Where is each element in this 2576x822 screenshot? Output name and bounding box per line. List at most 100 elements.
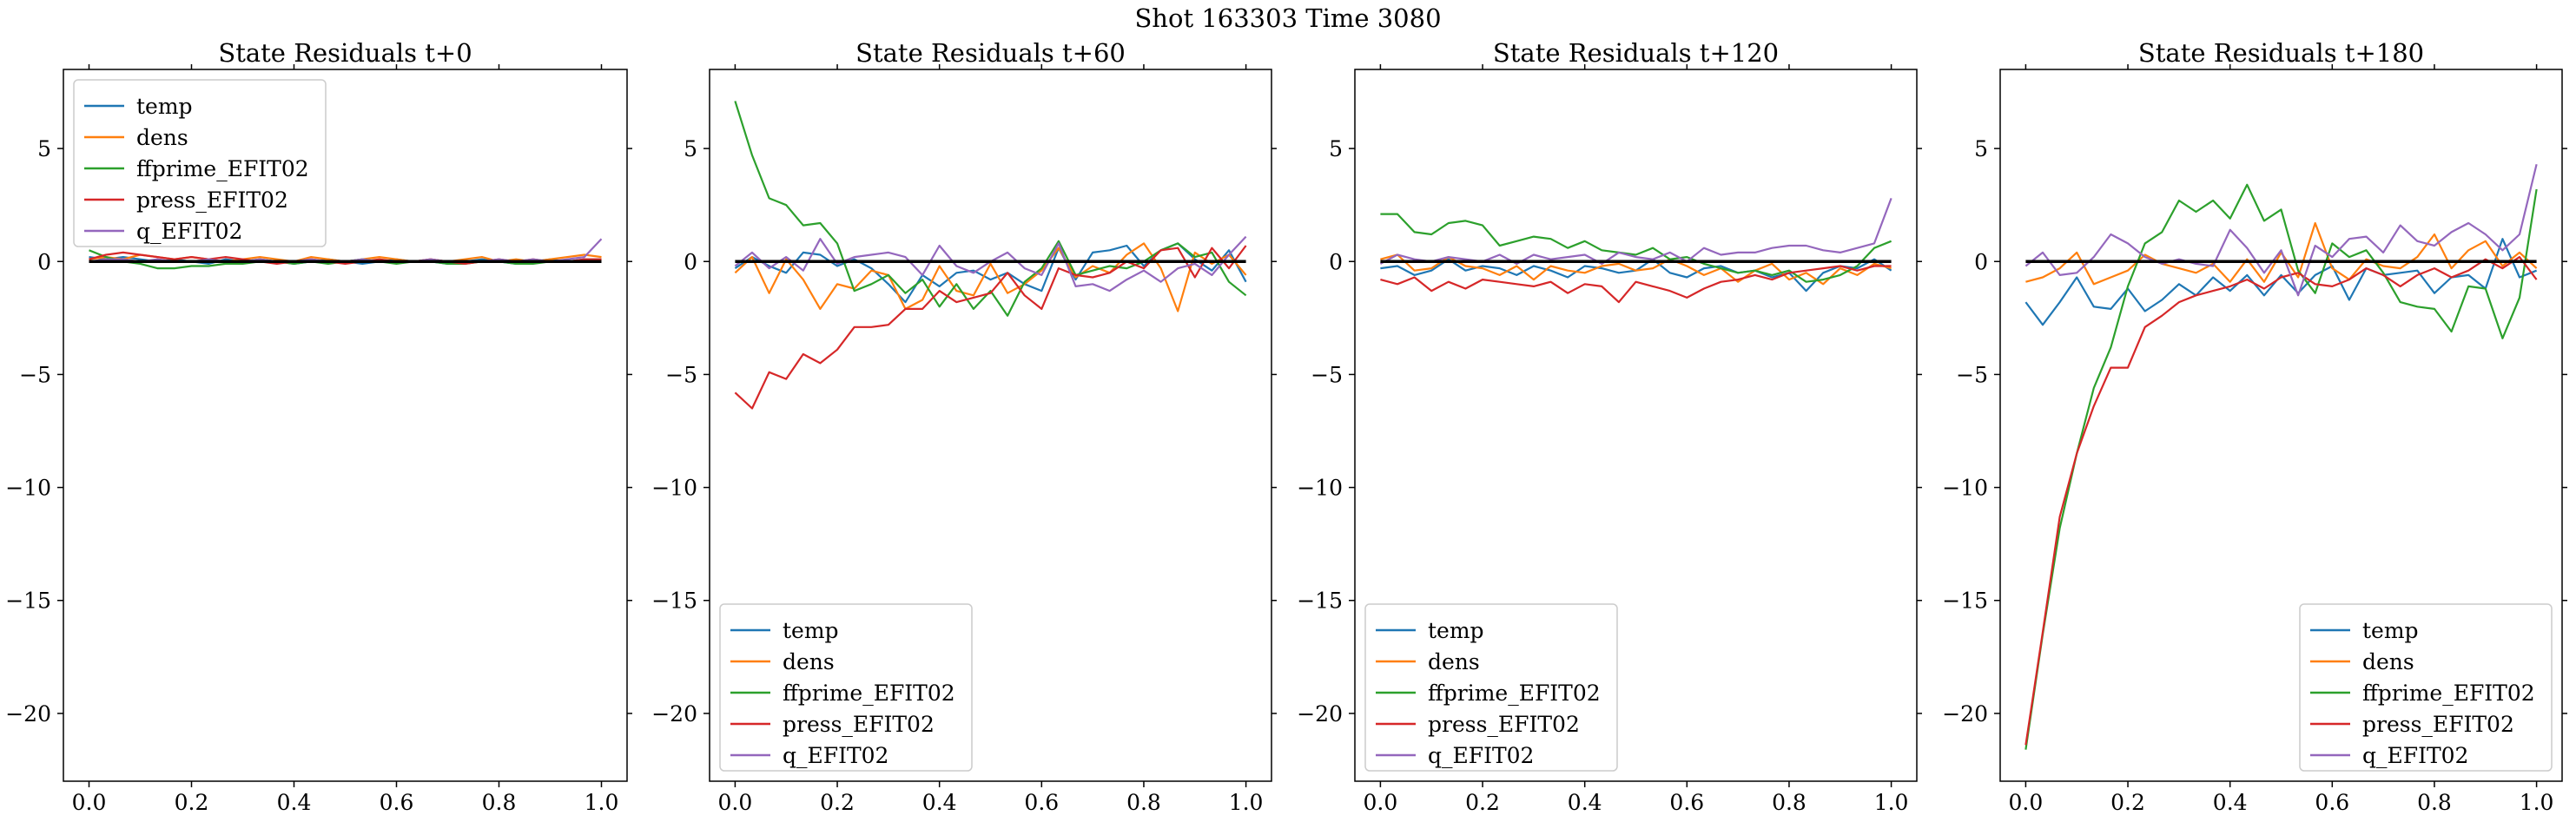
y-tick-label: −15: [5, 589, 51, 614]
subplot-0: State Residuals t+0 0.0 0.2 0.4 0.6 0.8 1.0 5 0 −…: [5, 38, 632, 815]
legend-label: press_EFIT02: [783, 712, 935, 737]
y-tick-label: −20: [651, 701, 697, 727]
legend-label: temp: [1428, 618, 1484, 643]
legend-label: temp: [136, 94, 193, 119]
series-line-q_EFIT02: [2024, 164, 2538, 297]
axes-frame: [1999, 69, 2563, 782]
series-line-q_EFIT02: [1379, 198, 1892, 265]
x-tick-label: 0.8: [1772, 790, 1807, 815]
x-tick-label: 0.4: [277, 790, 312, 815]
series-line-ffprime_EFIT02: [89, 249, 602, 270]
y-tick-label: −5: [1956, 362, 1988, 387]
legend-label: temp: [783, 618, 839, 643]
axes-frame: [709, 69, 1272, 782]
legend-label: q_EFIT02: [136, 219, 242, 244]
x-tick-label: 1.0: [1874, 790, 1909, 815]
x-tick-label: 1.0: [585, 790, 619, 815]
x-tick-label: 0.6: [380, 790, 414, 815]
subplot-title: State Residuals t+60: [855, 38, 1126, 68]
x-tick-label: 0.8: [482, 790, 517, 815]
x-tick-label: 0.6: [1669, 790, 1704, 815]
y-tick-label: 0: [1974, 249, 1988, 274]
series-line-press_EFIT02: [1380, 265, 1892, 304]
x-tick-label: 1.0: [2520, 790, 2554, 815]
x-tick-label: 0.0: [1364, 790, 1398, 815]
y-tick-label: 0: [1329, 249, 1343, 274]
legend-box: [719, 603, 973, 772]
x-tick-label: 0.2: [1465, 790, 1500, 815]
figure-suptitle: Shot 163303 Time 3080: [1134, 3, 1442, 33]
legend: temp dens ffprime_EFIT02 press_EFIT02 q_EFIT…: [73, 79, 327, 247]
y-tick-label: −20: [1297, 701, 1343, 727]
x-tick-label: 0.4: [922, 790, 957, 815]
y-tick-label: 5: [37, 136, 51, 161]
x-tick-label: 0.0: [718, 790, 753, 815]
y-tick-label: −15: [651, 589, 697, 614]
legend-label: ffprime_EFIT02: [1428, 681, 1601, 706]
x-tick-label: 0.2: [2110, 790, 2145, 815]
legend: temp dens ffprime_EFIT02 press_EFIT02 q_EFIT…: [2299, 603, 2553, 772]
legend-label: dens: [2362, 649, 2414, 674]
y-tick-label: −10: [1297, 476, 1343, 501]
series-line-ffprime_EFIT02: [2024, 183, 2538, 750]
legend-label: press_EFIT02: [136, 187, 288, 213]
y-tick-label: −10: [1942, 476, 1988, 501]
x-tick-label: 0.0: [2009, 790, 2044, 815]
x-tick-label: 0.0: [72, 790, 107, 815]
series-line-ffprime_EFIT02: [1380, 213, 1892, 283]
axes-frame: [1354, 69, 1918, 782]
y-tick-label: 5: [1329, 136, 1343, 161]
axes-frame: [63, 69, 628, 782]
y-tick-label: 0: [37, 249, 51, 274]
y-tick-label: 5: [684, 136, 697, 161]
legend-label: temp: [2362, 618, 2419, 643]
series-line-ffprime_EFIT02: [734, 101, 1247, 317]
legend-box: [1364, 603, 1618, 772]
x-tick-label: 0.6: [1024, 790, 1059, 815]
plot-area: [89, 238, 603, 270]
legend-label: dens: [1428, 649, 1480, 674]
x-tick-label: 0.2: [175, 790, 209, 815]
series-line-dens: [734, 242, 1247, 312]
x-tick-label: 1.0: [1229, 790, 1264, 815]
x-tick-label: 0.8: [2417, 790, 2452, 815]
series-line-press_EFIT02: [734, 245, 1247, 410]
y-tick-label: −5: [665, 362, 697, 387]
plot-area: [734, 101, 1247, 410]
legend-label: q_EFIT02: [1428, 743, 1534, 768]
legend-label: press_EFIT02: [2362, 712, 2514, 737]
legend-label: press_EFIT02: [1428, 712, 1580, 737]
legend: temp dens ffprime_EFIT02 press_EFIT02 q_EFIT…: [1364, 603, 1618, 772]
x-tick-label: 0.4: [2213, 790, 2248, 815]
series-line-press_EFIT02: [2024, 256, 2538, 746]
legend-label: dens: [136, 125, 188, 150]
legend: temp dens ffprime_EFIT02 press_EFIT02 q_EFIT…: [719, 603, 973, 772]
y-tick-label: −10: [651, 476, 697, 501]
legend-label: q_EFIT02: [783, 743, 888, 768]
x-tick-label: 0.2: [820, 790, 855, 815]
y-tick-label: 0: [684, 249, 697, 274]
x-tick-label: 0.8: [1126, 790, 1161, 815]
legend-label: ffprime_EFIT02: [783, 681, 955, 706]
y-tick-label: −20: [1942, 701, 1988, 727]
subplot-title: State Residuals t+180: [2138, 38, 2424, 68]
x-tick-label: 0.6: [2315, 790, 2349, 815]
y-tick-label: −20: [5, 701, 51, 727]
x-tick-label: 0.4: [1568, 790, 1602, 815]
subplot-title: State Residuals t+0: [218, 38, 472, 68]
y-tick-label: 5: [1974, 136, 1988, 161]
plot-area: [2024, 164, 2538, 750]
y-tick-label: −15: [1942, 589, 1988, 614]
legend-label: dens: [783, 649, 835, 674]
series-line-dens: [1380, 253, 1892, 286]
subplot-2: State Residuals t+120 0.0 0.2 0.4 0.6 0.8 1.0 5…: [1297, 38, 1922, 815]
subplot-3: State Residuals t+180 0.0 0.2 0.4 0.6 0.8 1.0 5…: [1942, 38, 2567, 815]
legend-box: [2299, 603, 2553, 772]
subplot-title: State Residuals t+120: [1493, 38, 1779, 68]
y-tick-label: −5: [19, 362, 51, 387]
legend-label: q_EFIT02: [2362, 743, 2468, 768]
subplot-1: State Residuals t+60 0.0 0.2 0.4 0.6 0.8 1.0 5 0…: [651, 38, 1277, 815]
plot-area: [1379, 198, 1892, 304]
legend-box: [73, 79, 327, 247]
